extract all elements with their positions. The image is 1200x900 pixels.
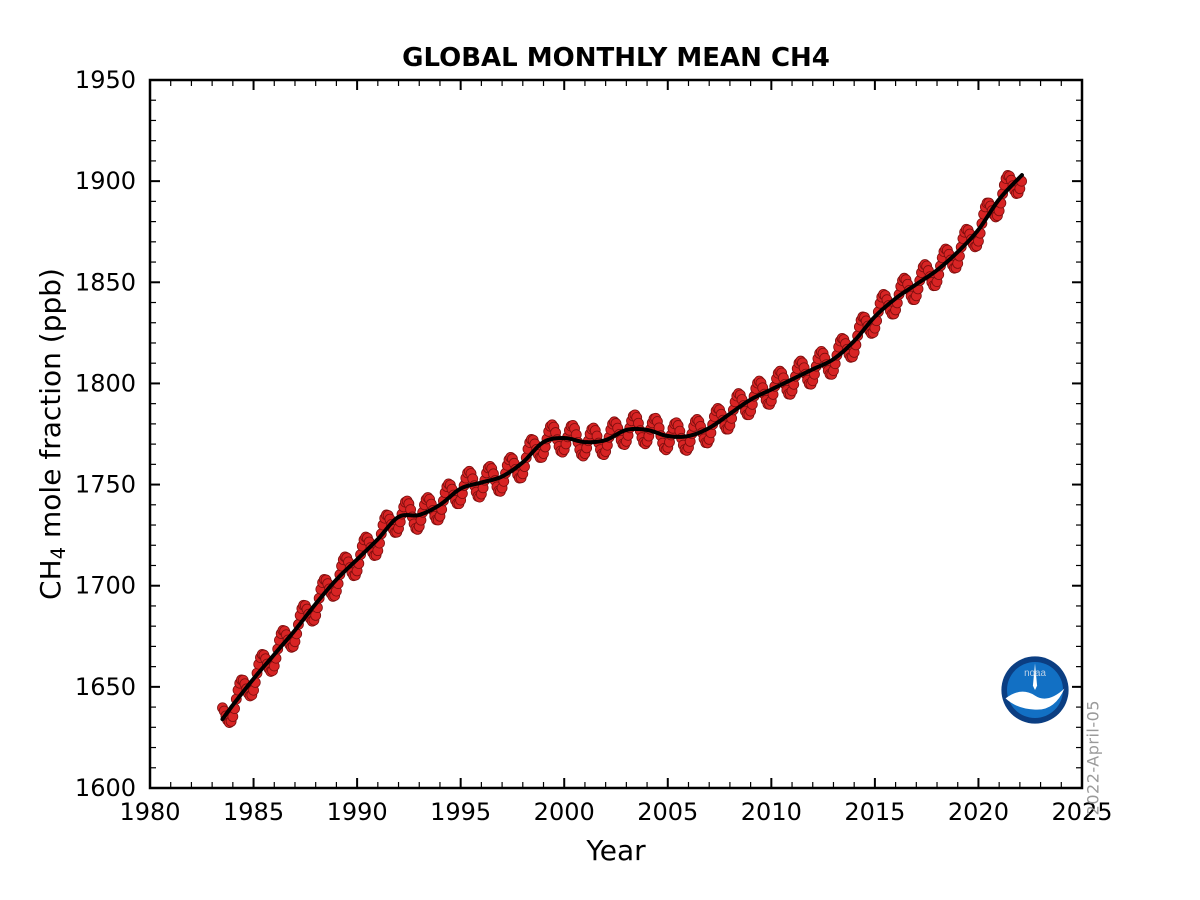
- x-tick-label: 2010: [741, 798, 802, 826]
- y-tick-label: 1900: [75, 167, 136, 195]
- y-tick-label: 1650: [75, 673, 136, 701]
- y-axis-label: CH4 mole fraction (ppb): [34, 268, 70, 600]
- x-tick-label: 1985: [223, 798, 284, 826]
- y-tick-label: 1750: [75, 471, 136, 499]
- noaa-logo: noaa: [1000, 655, 1070, 725]
- y-tick-label: 1600: [75, 774, 136, 802]
- chart-container: 1980 1985 1990 1995 2000 2005 2010 2015 2020 2025…: [0, 0, 1200, 900]
- x-tick-label: 2005: [637, 798, 698, 826]
- scatter-series: [217, 170, 1026, 727]
- x-axis-label: Year: [585, 834, 646, 867]
- chart-svg: 1980 1985 1990 1995 2000 2005 2010 2015 2020 2025…: [0, 0, 1200, 900]
- chart-title: GLOBAL MONTHLY MEAN CH4: [402, 43, 830, 73]
- x-tick-label: 2020: [948, 798, 1009, 826]
- datestamp: 2022-April-05: [1083, 700, 1102, 815]
- x-tick-label: 1990: [327, 798, 388, 826]
- y-tick-label: 1700: [75, 572, 136, 600]
- x-tick-label: 2000: [534, 798, 595, 826]
- x-tick-label: 2015: [844, 798, 905, 826]
- x-tick-label: 1995: [430, 798, 491, 826]
- logo-text: noaa: [1024, 668, 1046, 679]
- x-tick-label: 2025: [1051, 798, 1112, 826]
- y-tick-label: 1800: [75, 369, 136, 397]
- y-tick-label: 1950: [75, 66, 136, 94]
- x-tick-label: 1980: [119, 798, 180, 826]
- y-tick-label: 1850: [75, 268, 136, 296]
